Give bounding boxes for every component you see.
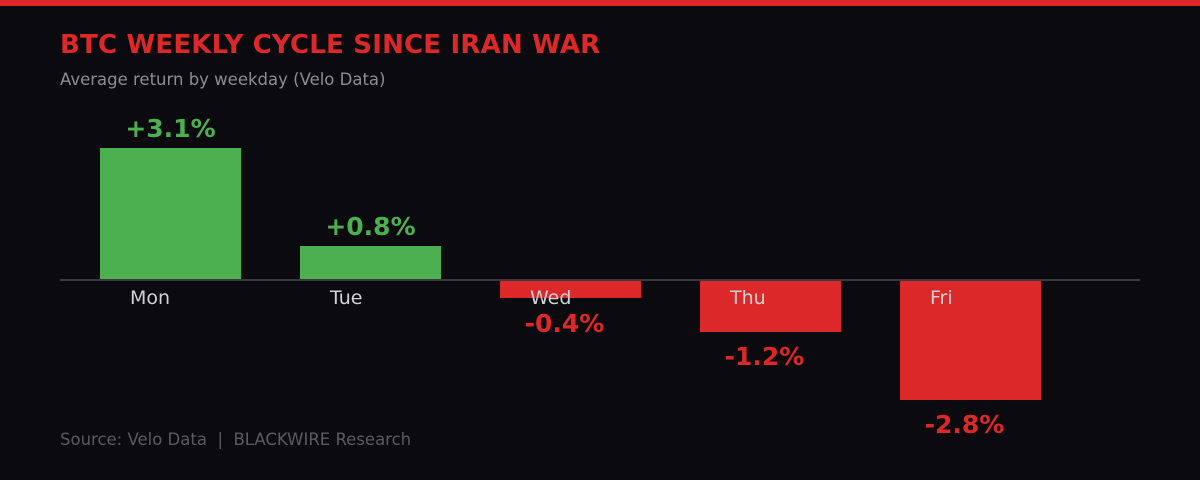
value-label-mon: +3.1%: [125, 114, 216, 143]
bar-mon: [100, 148, 241, 280]
bar-thu: [700, 281, 841, 332]
chart-title: BTC WEEKLY CYCLE SINCE IRAN WAR: [60, 30, 601, 60]
zero-baseline: [60, 279, 1140, 281]
category-label-wed: Wed: [530, 287, 572, 309]
source-footer: Source: Velo Data | BLACKWIRE Research: [60, 430, 412, 449]
bar-tue: [300, 246, 441, 280]
value-label-thu: -1.2%: [724, 342, 805, 371]
category-label-tue: Tue: [330, 287, 363, 309]
top-accent-bar: [0, 0, 1200, 6]
bar-fri: [900, 281, 1041, 400]
value-label-tue: +0.8%: [325, 212, 416, 241]
bar-wed: [500, 281, 641, 298]
category-label-mon: Mon: [130, 287, 171, 309]
chart-subtitle: Average return by weekday (Velo Data): [60, 70, 386, 89]
value-label-fri: -2.8%: [924, 410, 1005, 439]
value-label-wed: -0.4%: [524, 309, 605, 338]
category-label-thu: Thu: [730, 287, 766, 309]
category-label-fri: Fri: [930, 287, 953, 309]
